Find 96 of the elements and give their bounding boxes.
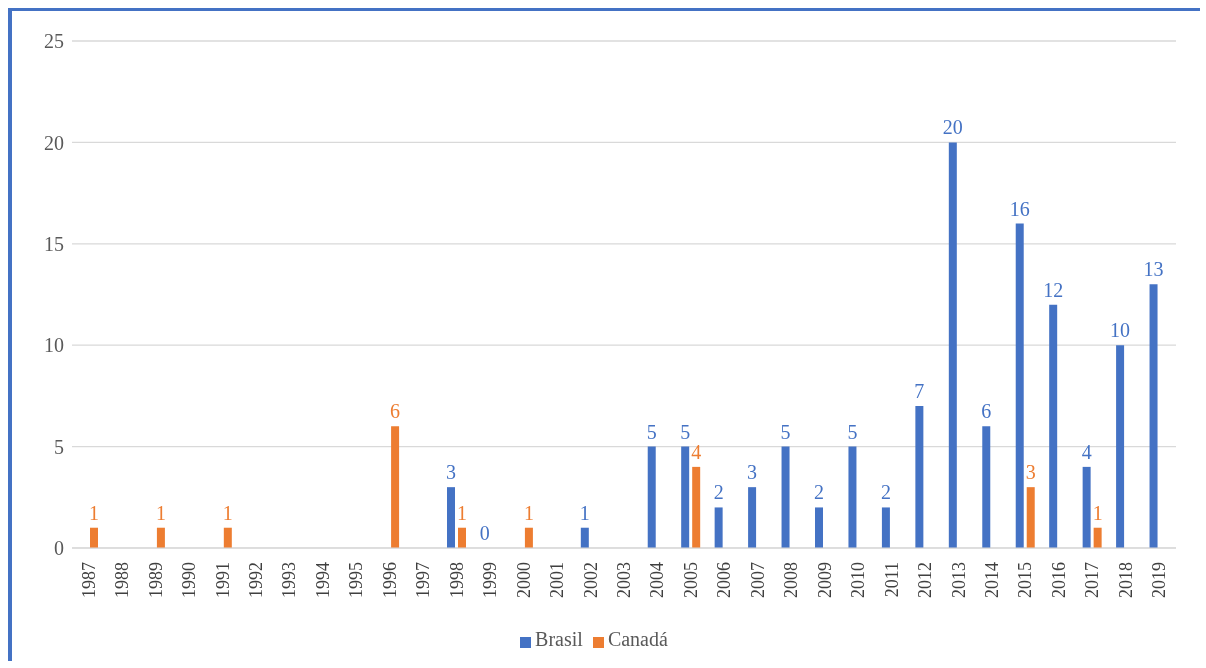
- x-tick-label: 2004: [647, 562, 668, 598]
- bar: [156, 527, 165, 548]
- bar: [90, 527, 98, 548]
- data-label: 5: [780, 420, 791, 443]
- bar: [815, 507, 823, 548]
- y-tick-label: 5: [54, 435, 64, 458]
- data-label: 6: [981, 400, 992, 423]
- data-label: 5: [680, 420, 691, 443]
- x-tick-label: 2018: [1115, 562, 1136, 598]
- data-label: 16: [1009, 197, 1030, 220]
- x-tick-label: 1990: [179, 562, 200, 598]
- bar: [647, 446, 656, 548]
- bar: [1149, 284, 1158, 548]
- bar: [948, 142, 957, 548]
- bar: [223, 527, 232, 548]
- data-label: 20: [942, 116, 963, 139]
- x-tick-label: 1989: [145, 562, 166, 598]
- x-tick-label: 2010: [848, 562, 869, 598]
- y-tick-label: 10: [44, 334, 64, 357]
- y-tick-label: 20: [44, 131, 64, 154]
- data-label: 2: [713, 481, 724, 504]
- x-tick-label: 1992: [246, 562, 266, 598]
- bar: [848, 446, 857, 548]
- x-tick-label: 2019: [1149, 562, 1170, 598]
- x-tick-label: 2003: [614, 562, 634, 598]
- bar: [915, 406, 924, 548]
- x-tick-label: 2007: [747, 562, 768, 598]
- data-label: 3: [446, 461, 456, 484]
- data-label: 1: [89, 501, 99, 524]
- x-tick-label: 1991: [212, 562, 233, 598]
- x-tick-label: 2001: [547, 562, 568, 598]
- bar: [1026, 487, 1035, 548]
- x-tick-label: 2013: [948, 562, 969, 598]
- bar: [714, 507, 723, 548]
- data-label: 2: [880, 481, 891, 504]
- data-label: 3: [1025, 461, 1036, 484]
- bar: [982, 426, 991, 548]
- bar: [681, 446, 690, 548]
- x-tick-label: 1994: [312, 562, 333, 598]
- y-tick-label: 0: [54, 537, 64, 560]
- data-label: 4: [691, 440, 702, 463]
- data-label: 2: [814, 481, 824, 504]
- x-tick-label: 1998: [446, 562, 467, 598]
- bar: [1082, 466, 1091, 548]
- data-label: 10: [1110, 319, 1131, 342]
- data-label: 13: [1143, 258, 1164, 281]
- x-tick-label: 2006: [714, 562, 735, 598]
- data-label: 1: [1092, 501, 1103, 524]
- x-tick-label: 1993: [279, 562, 300, 598]
- bar: [447, 487, 455, 548]
- bar: [781, 446, 790, 548]
- data-label: 1: [457, 501, 467, 524]
- data-label: 12: [1043, 278, 1064, 301]
- x-tick-label: 1988: [112, 562, 133, 598]
- bar: [458, 527, 466, 548]
- x-tick-label: 2014: [982, 562, 1002, 598]
- data-label: 7: [914, 380, 925, 403]
- x-tick-label: 2015: [1015, 562, 1036, 598]
- x-tick-label: 2011: [881, 562, 902, 598]
- x-tick-label: 2002: [580, 562, 601, 598]
- x-tick-label: 2005: [680, 562, 701, 598]
- x-tick-label: 1996: [379, 562, 400, 598]
- data-label: 4: [1081, 440, 1092, 463]
- y-tick-label: 25: [44, 30, 64, 53]
- bar: [580, 527, 589, 548]
- data-label: 1: [155, 501, 166, 524]
- bar: [748, 487, 757, 548]
- x-tick-label: 2000: [513, 562, 534, 598]
- data-label: 0: [479, 522, 490, 544]
- bar: [1049, 304, 1058, 548]
- bar: [1116, 345, 1125, 548]
- y-tick-label: 15: [44, 232, 64, 255]
- bar: [692, 466, 701, 548]
- x-tick-label: 2017: [1082, 562, 1103, 598]
- bar: [1093, 527, 1102, 548]
- x-tick-label: 2008: [781, 562, 802, 598]
- data-label: 3: [747, 461, 758, 484]
- bar: [1015, 223, 1024, 548]
- x-tick-label: 1997: [413, 562, 434, 598]
- x-tick-label: 2016: [1048, 562, 1069, 598]
- data-label: 1: [579, 501, 590, 524]
- data-label: 5: [646, 420, 657, 443]
- legend-label: Brasil: [535, 628, 583, 650]
- bar: [881, 507, 890, 548]
- x-tick-label: 2012: [915, 562, 936, 598]
- x-tick-label: 1987: [78, 562, 99, 598]
- x-tick-label: 1995: [346, 562, 367, 598]
- data-label: 1: [222, 501, 233, 524]
- data-label: 6: [390, 400, 401, 423]
- bar: [524, 527, 533, 548]
- legend-label: Canadá: [607, 628, 668, 650]
- x-tick-label: 2009: [814, 562, 835, 598]
- bar: [391, 426, 400, 548]
- data-label: 1: [523, 501, 534, 524]
- data-label: 5: [847, 420, 858, 443]
- x-tick-label: 1999: [480, 562, 501, 598]
